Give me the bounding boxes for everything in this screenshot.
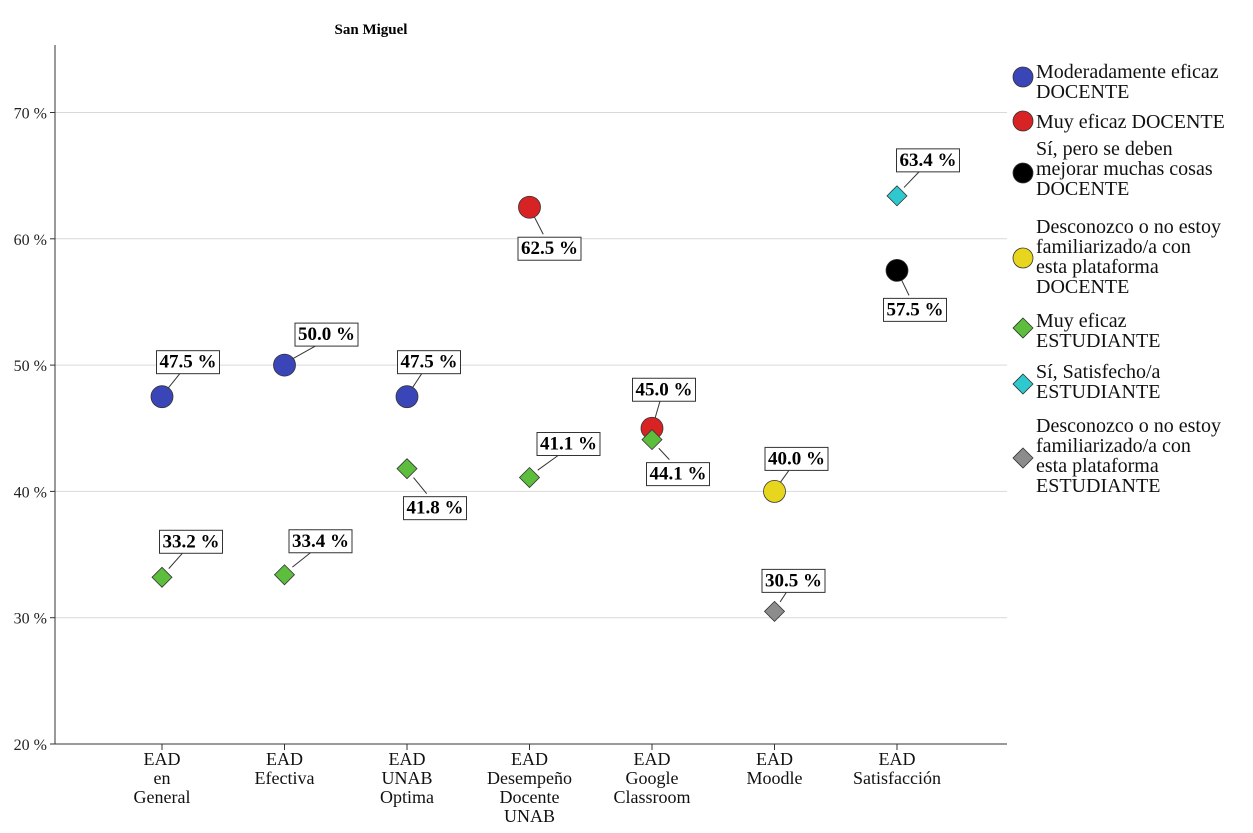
- svg-text:41.1 %: 41.1 %: [540, 434, 597, 455]
- data-label-leader: [901, 280, 910, 296]
- legend-marker: [1012, 447, 1034, 469]
- data-label: 30.5 %: [761, 568, 826, 593]
- data-label: 41.1 %: [536, 432, 601, 457]
- data-point: [885, 258, 909, 282]
- svg-text:44.1 %: 44.1 %: [650, 464, 707, 485]
- data-label-leader: [654, 401, 661, 418]
- svg-text:47.5 %: 47.5 %: [401, 352, 458, 373]
- legend-marker: [1012, 66, 1034, 88]
- legend-item: Moderadamente eficaz DOCENTE: [1012, 61, 1219, 103]
- y-tick-labels: 20 % 30 % 40 % 50 % 60 % 70 %: [14, 106, 55, 754]
- data-label: 45.0 %: [632, 377, 696, 402]
- data-point: [641, 429, 663, 451]
- legend-label: Muy eficaz ESTUDIANTE: [1036, 310, 1160, 352]
- y-tick-label: 50 %: [14, 358, 47, 375]
- legend-marker: [1012, 247, 1034, 269]
- data-label: 47.5 %: [156, 350, 220, 375]
- data-label: 33.2 %: [159, 529, 223, 554]
- legend-item: Muy eficaz ESTUDIANTE: [1012, 310, 1160, 352]
- x-tick-label: EAD Satisfacción: [853, 749, 941, 788]
- legend-item: Muy eficaz DOCENTE: [1012, 110, 1225, 133]
- svg-text:45.0 %: 45.0 %: [636, 379, 693, 400]
- svg-text:33.4 %: 33.4 %: [292, 531, 349, 552]
- legend-marker: [1012, 110, 1034, 132]
- data-labels: 47.5 % 50.0 % 47.5 % 62.5 % 45.0 % 57.5 % 40.0…: [156, 148, 960, 593]
- data-label-leader: [537, 455, 559, 471]
- data-point: [886, 185, 908, 207]
- data-label: 63.4 %: [896, 148, 960, 173]
- data-label-leader: [779, 592, 787, 603]
- svg-text:57.5 %: 57.5 %: [887, 299, 944, 320]
- legend-label: Sí, Satisfecho/a ESTUDIANTE: [1036, 361, 1161, 403]
- data-label-leader: [533, 216, 544, 235]
- svg-text:33.2 %: 33.2 %: [163, 531, 220, 552]
- svg-text:40.0 %: 40.0 %: [768, 448, 825, 469]
- x-tick-label: EAD en General: [134, 749, 191, 807]
- data-label: 50.0 %: [294, 322, 359, 347]
- data-point: [518, 466, 541, 489]
- label-leader-lines: [168, 171, 920, 603]
- legend-marker: [1012, 162, 1034, 184]
- data-point: [150, 385, 174, 409]
- svg-text:30.5 %: 30.5 %: [765, 570, 822, 591]
- legend-label: Moderadamente eficaz DOCENTE: [1036, 61, 1219, 103]
- data-points: [150, 185, 909, 622]
- data-label-leader: [293, 345, 316, 359]
- svg-text:41.8 %: 41.8 %: [407, 498, 464, 519]
- data-label-leader: [292, 552, 311, 568]
- svg-text:62.5 %: 62.5 %: [521, 238, 578, 259]
- data-label: 40.0 %: [764, 446, 829, 471]
- legend: Moderadamente eficaz DOCENTE Muy eficaz DO…: [1012, 61, 1225, 497]
- data-point: [273, 564, 296, 586]
- data-label: 57.5 %: [883, 297, 947, 322]
- legend-label: Muy eficaz DOCENTE: [1036, 111, 1225, 133]
- data-point: [763, 600, 786, 622]
- data-label: 44.1 %: [646, 462, 710, 487]
- data-label-leader: [658, 447, 670, 460]
- legend-item: Sí, Satisfecho/a ESTUDIANTE: [1012, 361, 1161, 403]
- svg-text:47.5 %: 47.5 %: [160, 352, 217, 373]
- data-label-leader: [412, 373, 423, 388]
- data-label-leader: [168, 373, 181, 389]
- legend-item: Desconozco o no estoy familiarizado/a con…: [1012, 415, 1221, 497]
- data-label: 33.4 %: [288, 529, 353, 554]
- legend-label: Desconozco o no estoy familiarizado/a con…: [1036, 216, 1221, 298]
- data-label-leader: [780, 470, 790, 483]
- x-tick-label: EAD Desempeño Docente UNAB: [487, 749, 572, 826]
- legend-marker: [1012, 373, 1034, 395]
- data-point: [273, 353, 296, 377]
- y-tick-label: 40 %: [14, 484, 47, 501]
- data-label-leader: [903, 171, 920, 188]
- data-label-leader: [413, 477, 428, 494]
- x-tick-label: EAD Efectiva: [255, 749, 315, 788]
- x-tick-label: EAD Moodle: [747, 749, 803, 788]
- data-point: [151, 566, 173, 588]
- y-tick-label: 70 %: [14, 106, 47, 123]
- data-label: 62.5 %: [517, 236, 582, 261]
- legend-marker: [1012, 317, 1034, 339]
- y-tick-label: 20 %: [14, 737, 47, 754]
- svg-text:63.4 %: 63.4 %: [900, 150, 957, 171]
- legend-item: Desconozco o no estoy familiarizado/a con…: [1012, 216, 1221, 298]
- x-tick-label: EAD UNAB Optima: [380, 749, 434, 807]
- x-tick-labels: EAD en General EAD Efectiva EAD UNAB Optima EAD D…: [134, 744, 941, 826]
- data-point: [395, 385, 419, 409]
- y-tick-label: 60 %: [14, 232, 47, 249]
- legend-item: Sí, pero se deben mejorar muchas cosas DOC…: [1012, 138, 1213, 200]
- legend-label: Sí, pero se deben mejorar muchas cosas DOC…: [1036, 138, 1213, 200]
- data-point: [396, 458, 418, 480]
- svg-text:50.0 %: 50.0 %: [298, 324, 355, 345]
- legend-label: Desconozco o no estoy familiarizado/a con…: [1036, 415, 1221, 497]
- y-tick-label: 30 %: [14, 611, 47, 628]
- data-point: [518, 195, 541, 219]
- chart-title: San Miguel: [335, 22, 408, 38]
- x-tick-label: EAD Google Classroom: [613, 749, 690, 807]
- data-point: [763, 479, 786, 503]
- data-label: 47.5 %: [397, 350, 461, 375]
- data-label: 41.8 %: [403, 496, 467, 521]
- data-label-leader: [168, 552, 183, 569]
